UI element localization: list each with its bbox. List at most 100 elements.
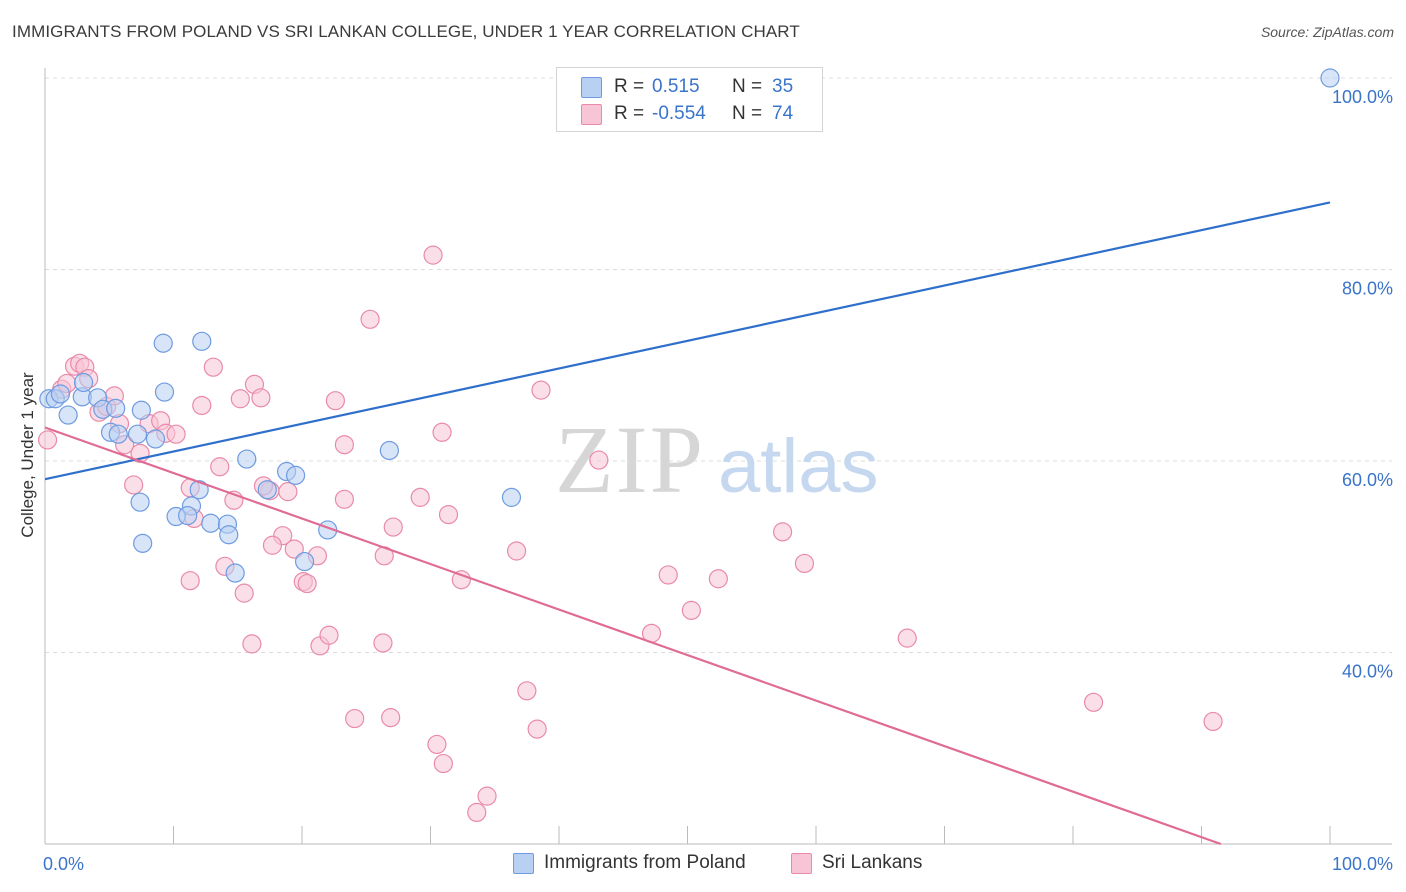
sri-lankans-point[interactable] (381, 708, 401, 728)
sri-lankans-point[interactable] (334, 489, 355, 509)
poland-point[interactable] (192, 331, 212, 351)
sri-lankans-point[interactable] (383, 517, 403, 537)
poland-point[interactable] (106, 398, 126, 418)
poland-point[interactable] (153, 333, 173, 353)
sri-lankans-point[interactable] (166, 424, 186, 444)
sri-lankans-point[interactable] (423, 245, 443, 265)
poland-point[interactable] (219, 525, 239, 545)
source-label: Source: ZipAtlas.com (1260, 24, 1394, 40)
trend-lines (44, 201, 1331, 846)
poland-point[interactable] (127, 424, 148, 444)
poland-point[interactable] (189, 480, 209, 500)
poland-point[interactable] (131, 400, 151, 420)
legend-n-value: 35 (772, 76, 794, 97)
poland-point[interactable] (201, 513, 221, 533)
chart-title: IMMIGRANTS FROM POLAND VS SRI LANKAN COL… (12, 22, 800, 41)
y-tick-label: 80.0% (1342, 279, 1393, 299)
poland-point[interactable] (154, 382, 175, 402)
legend-row-sri-lankans: R = -0.554 N = 74 (581, 102, 793, 126)
sri-lankans-point[interactable] (427, 734, 447, 755)
poland-point[interactable] (73, 372, 94, 393)
y-tick-label: 60.0% (1342, 470, 1393, 490)
sri-lankans-point[interactable] (37, 430, 58, 450)
series-legend: Immigrants from Poland Sri Lankans (0, 852, 1406, 876)
sri-lankans-point[interactable] (1203, 711, 1223, 732)
sri-lankans-point[interactable] (1083, 692, 1104, 712)
watermark-zip: ZIP (555, 406, 705, 513)
sri-lankans-point[interactable] (345, 708, 365, 729)
legend-r-label: R = (614, 76, 645, 97)
sri-lankans-point[interactable] (325, 391, 346, 411)
poland-point[interactable] (294, 551, 315, 572)
poland-point[interactable] (285, 465, 306, 485)
watermark-atlas: atlas (718, 424, 879, 509)
sri-lankans-trend-line (44, 426, 1222, 846)
poland-point[interactable] (225, 563, 245, 583)
sri-lankans-point[interactable] (658, 565, 678, 585)
sri-lankans-point[interactable] (410, 487, 430, 507)
legend-item-sri-lankans[interactable]: Sri Lankans (791, 852, 922, 874)
sri-lankans-point[interactable] (203, 357, 223, 377)
legend-n-label: N = (732, 103, 763, 124)
sri-lankans-point[interactable] (467, 802, 487, 823)
sri-lankans-point[interactable] (438, 505, 459, 525)
poland-point[interactable] (379, 440, 399, 461)
sri-lankans-point[interactable] (242, 634, 262, 654)
sri-lankans-point[interactable] (251, 388, 271, 408)
sri-lankans-point[interactable] (506, 541, 527, 561)
x-tick-labels: 0.0% 100.0% (43, 854, 1393, 874)
sri-lankans-point[interactable] (589, 450, 609, 470)
poland-point[interactable] (108, 424, 128, 444)
legend-swatch-sri-lankans (581, 103, 602, 125)
sri-lankans-point[interactable] (708, 569, 728, 589)
poland-point[interactable] (501, 487, 522, 507)
y-tick-label: 40.0% (1342, 662, 1393, 682)
sri-lankans-point[interactable] (297, 573, 317, 594)
sri-lankans-point[interactable] (451, 570, 471, 590)
poland-point[interactable] (1320, 68, 1340, 88)
sri-lankans-point[interactable] (262, 535, 283, 555)
poland-point[interactable] (145, 429, 166, 449)
poland-points (39, 68, 1340, 583)
sri-lankans-point[interactable] (124, 475, 144, 495)
sri-lankans-point[interactable] (897, 628, 917, 648)
poland-point[interactable] (133, 533, 153, 553)
sri-lankans-point[interactable] (319, 625, 339, 645)
legend-r-value: 0.515 (652, 76, 700, 97)
poland-point[interactable] (130, 492, 150, 512)
x-tick-label-start: 0.0% (43, 854, 84, 874)
sri-lankans-point[interactable] (681, 600, 701, 620)
sri-lankans-point[interactable] (373, 633, 393, 653)
sri-lankans-point[interactable] (433, 753, 453, 774)
sri-lankans-point[interactable] (230, 389, 250, 409)
sri-lankans-point[interactable] (477, 786, 497, 806)
sri-lankans-point[interactable] (334, 435, 355, 455)
sri-lankans-points (37, 245, 1223, 823)
sri-lankans-point[interactable] (284, 539, 304, 559)
poland-point[interactable] (257, 480, 277, 500)
legend-swatch-poland (581, 76, 602, 98)
sri-lankans-point[interactable] (180, 571, 200, 591)
sri-lankans-point[interactable] (360, 309, 380, 329)
poland-point[interactable] (178, 505, 198, 526)
poland-point[interactable] (50, 384, 71, 404)
sri-lankans-point[interactable] (278, 482, 298, 502)
sri-lankans-point[interactable] (772, 522, 793, 542)
sri-lankans-point[interactable] (794, 553, 815, 574)
poland-point[interactable] (237, 449, 257, 469)
sri-lankans-point[interactable] (432, 422, 452, 442)
sri-lankans-point[interactable] (234, 583, 254, 603)
sri-lankans-point[interactable] (527, 719, 547, 739)
sri-lankans-point[interactable] (210, 457, 230, 477)
grid-lines (45, 77, 1392, 653)
legend-label-poland: Immigrants from Poland (544, 852, 746, 873)
poland-trend-line (44, 201, 1331, 481)
y-axis-label: College, Under 1 year (18, 372, 37, 538)
y-tick-labels: 100.0% 80.0% 60.0% 40.0% (1332, 87, 1393, 682)
sri-lankans-point[interactable] (192, 395, 212, 416)
legend-item-poland[interactable]: Immigrants from Poland (513, 852, 746, 874)
sri-lankans-point[interactable] (517, 681, 537, 701)
poland-point[interactable] (58, 405, 78, 425)
sri-lankans-point[interactable] (531, 380, 551, 400)
